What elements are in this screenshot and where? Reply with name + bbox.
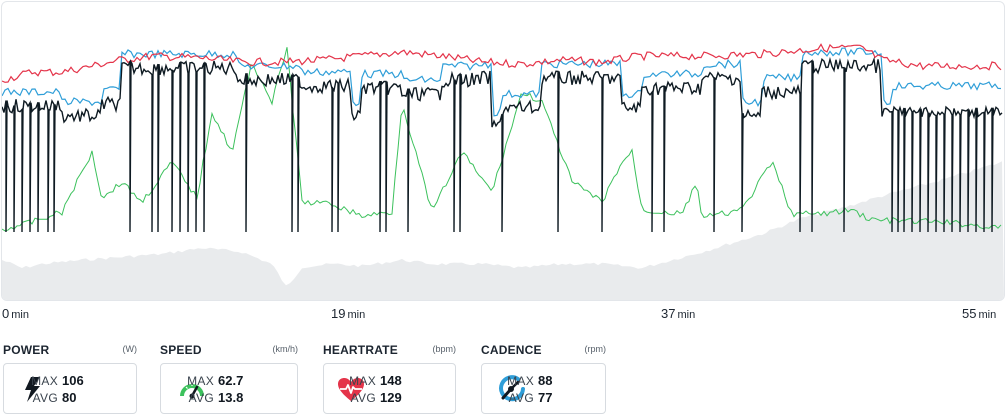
max-value: 88 [538,373,553,388]
stat-power-max: MAX 106 [24,373,84,388]
avg-value: 80 [62,390,77,405]
stat-power-title: POWER [3,343,50,357]
stat-heartrate-unit: (bpm) [432,344,456,354]
time-tick-3: 55 min [962,306,996,321]
stat-speed-title: SPEED [160,343,202,357]
avg-value: 77 [538,390,553,405]
stat-cadence-unit: (rpm) [584,344,607,354]
stat-power-avg: AVG 80 [24,390,77,405]
avg-label: AVG [508,391,534,405]
stat-heartrate-title: HEARTRATE [323,343,398,357]
activity-chart[interactable] [1,1,1005,301]
stat-cadence-avg: AVG 77 [500,390,553,405]
time-tick-2: 37 min [661,306,695,321]
stat-heartrate-card[interactable]: MAX 148 AVG 129 [323,363,456,414]
avg-value: 129 [380,390,402,405]
avg-label: AVG [32,391,58,405]
stat-heartrate-avg: AVG 129 [342,390,402,405]
stat-power-unit: (W) [122,344,138,354]
stat-cadence-max: MAX 88 [500,373,552,388]
time-tick-value: 55 [962,306,977,321]
heart-pulse-icon [338,378,364,401]
max-label: MAX [31,374,58,388]
stat-speed-avg: AVG 13.8 [180,390,244,405]
stat-heartrate-max: MAX 148 [342,373,402,388]
max-label: MAX [187,374,214,388]
max-label: MAX [349,374,376,388]
time-tick-1: 19 min [331,306,365,321]
max-label: MAX [507,374,534,388]
time-tick-unit: min [978,309,997,321]
stat-power-card[interactable]: MAX 106 AVG 80 [3,363,137,414]
stat-power: POWER (W) MAX 106 AVG 80 [3,343,138,414]
stat-cadence: CADENCE (rpm) MAX 88 AVG 77 [481,343,607,414]
activity-chart-svg [2,43,1004,300]
time-tick-unit: min [11,309,29,321]
heartrate-line [2,43,1002,83]
stat-speed-max: MAX 62.7 [180,373,243,388]
time-tick-0: 0 min [2,306,29,321]
time-tick-value: 19 [331,306,346,321]
stat-cadence-title: CADENCE [481,343,542,357]
avg-label: AVG [350,391,376,405]
cadence-icon [499,375,525,402]
elevation-area [2,161,1004,300]
time-tick-unit: min [347,309,366,321]
time-tick-unit: min [677,309,696,321]
stat-speed-card[interactable]: MAX 62.7 AVG 13.8 [160,363,298,414]
avg-label: AVG [188,391,214,405]
stat-heartrate: HEARTRATE (bpm) MAX 148 AVG 129 [323,343,456,414]
max-value: 106 [62,373,84,388]
speed-line [2,47,1002,117]
stat-speed-unit: (km/h) [272,344,299,354]
lightning-bolt-icon [25,377,40,402]
stat-cadence-card[interactable]: MAX 88 AVG 77 [481,363,606,414]
max-value: 148 [380,373,402,388]
time-tick-value: 37 [661,306,676,321]
power-line [2,56,1003,233]
stat-speed: SPEED (km/h) MAX 62.7 AVG 13.8 [160,343,299,414]
avg-value: 13.8 [218,390,244,405]
speedometer-icon [180,384,204,399]
max-value: 62.7 [218,373,244,388]
time-tick-value: 0 [2,306,10,321]
